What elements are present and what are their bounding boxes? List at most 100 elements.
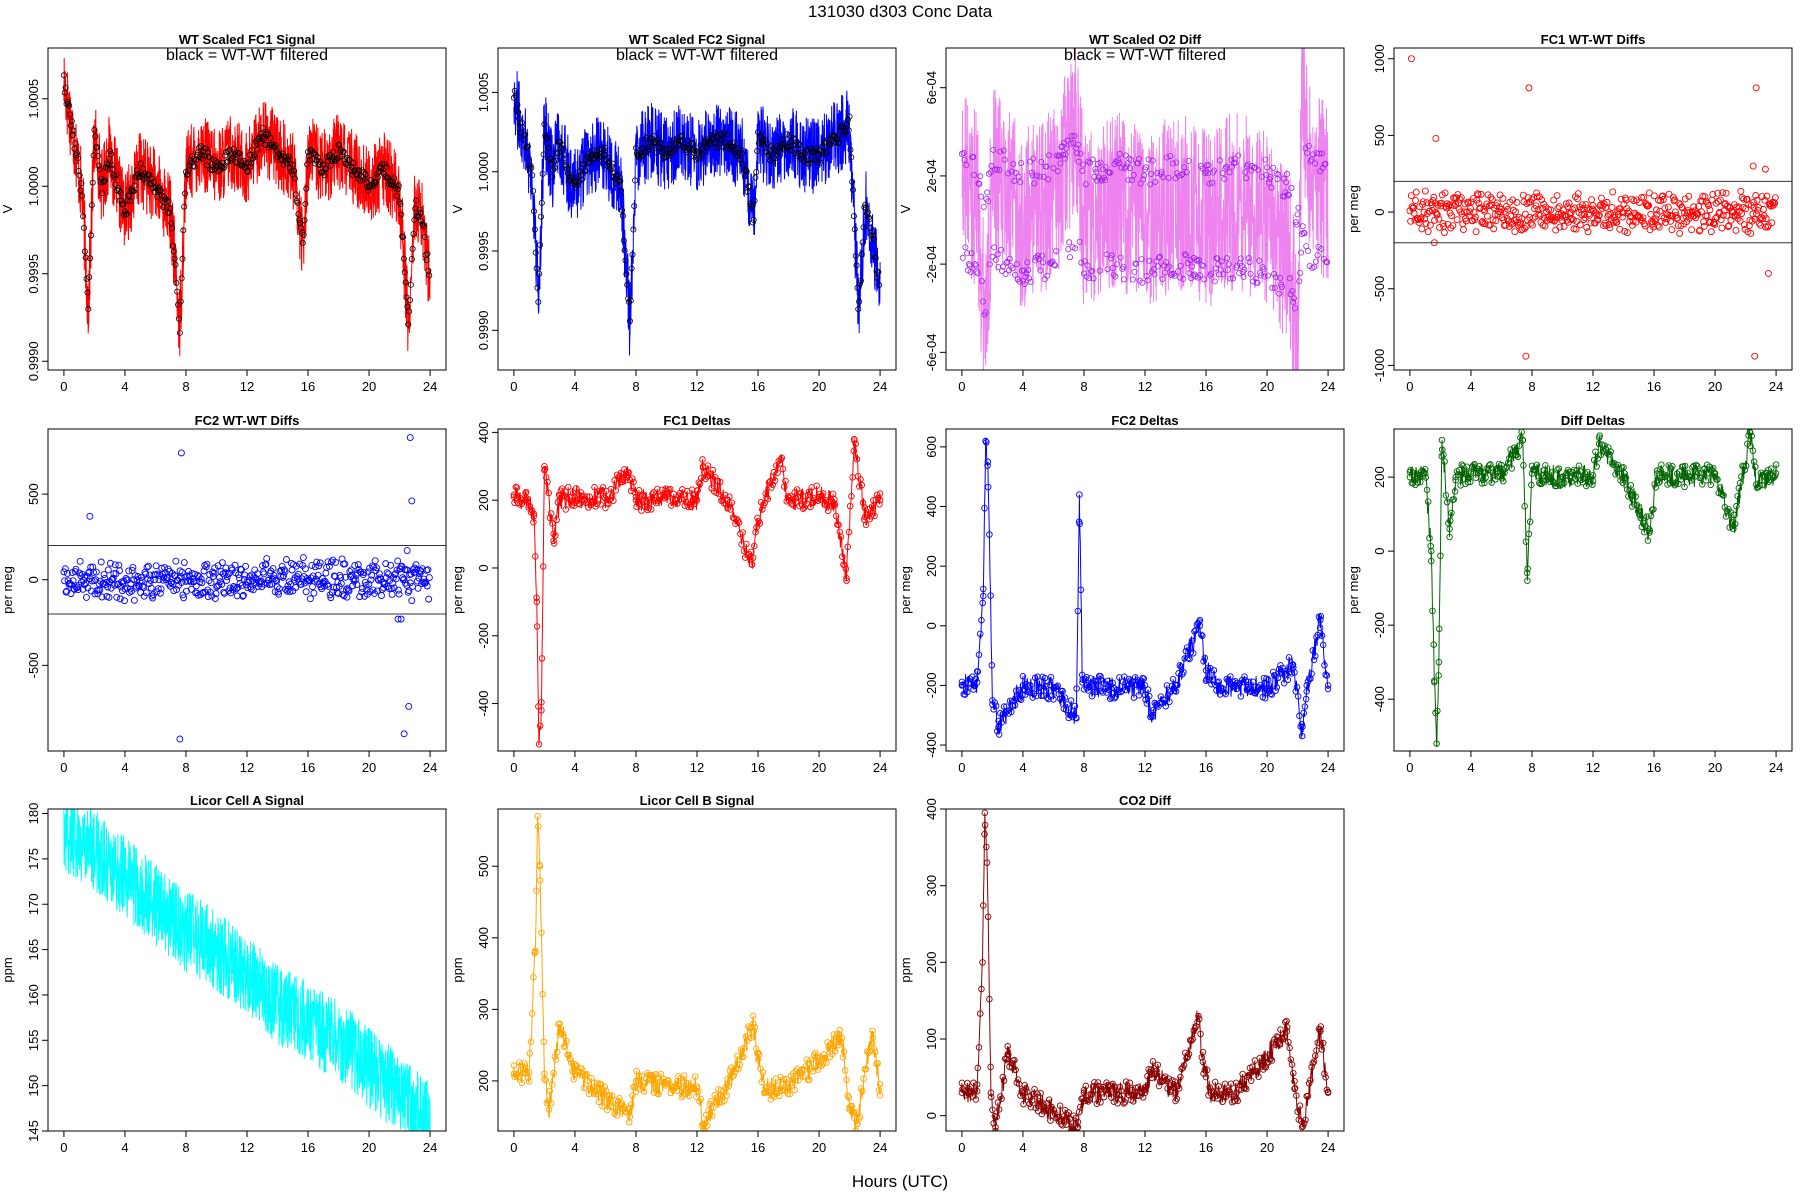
filtered-point bbox=[1072, 245, 1079, 252]
data-point bbox=[535, 823, 542, 830]
data-point bbox=[583, 493, 591, 500]
data-point bbox=[1467, 204, 1474, 212]
data-point bbox=[306, 595, 314, 603]
data-point bbox=[1574, 480, 1581, 487]
data-point bbox=[1457, 194, 1465, 201]
data-point bbox=[530, 518, 537, 526]
filtered-point bbox=[1283, 179, 1290, 186]
filtered-point bbox=[363, 179, 370, 186]
filtered-point bbox=[533, 265, 540, 272]
data-point bbox=[601, 1083, 609, 1090]
data-point bbox=[1191, 1025, 1199, 1032]
filtered-point bbox=[72, 140, 79, 147]
data-point bbox=[405, 587, 413, 595]
data-point bbox=[176, 735, 184, 743]
data-point bbox=[1019, 682, 1027, 689]
filtered-point bbox=[1271, 270, 1278, 277]
data-point bbox=[1644, 537, 1652, 544]
data-point bbox=[1283, 1028, 1291, 1035]
data-point bbox=[1719, 189, 1727, 197]
data-point bbox=[1555, 465, 1563, 472]
filtered-point bbox=[1159, 275, 1166, 282]
filtered-point bbox=[1097, 159, 1104, 166]
data-point bbox=[960, 1086, 968, 1093]
filtered-point bbox=[95, 162, 102, 169]
plot-area bbox=[63, 809, 431, 1131]
data-point bbox=[993, 1113, 1000, 1121]
filtered-point bbox=[679, 132, 686, 139]
filtered-point bbox=[1026, 158, 1033, 165]
data-point bbox=[1522, 352, 1530, 360]
data-point bbox=[1417, 215, 1424, 223]
data-point bbox=[129, 563, 137, 571]
filtered-point bbox=[299, 239, 306, 246]
filtered-point bbox=[623, 270, 630, 277]
data-point bbox=[192, 582, 200, 590]
data-point bbox=[1565, 199, 1573, 207]
data-point bbox=[1155, 703, 1162, 710]
data-point bbox=[194, 572, 202, 579]
data-point bbox=[217, 568, 225, 576]
filtered-point bbox=[766, 151, 773, 158]
data-point bbox=[82, 579, 90, 587]
data-point bbox=[1617, 195, 1625, 203]
data-point bbox=[593, 1090, 600, 1098]
data-point bbox=[349, 582, 357, 590]
data-point bbox=[748, 548, 755, 556]
filtered-point bbox=[325, 158, 332, 165]
filtered-point bbox=[694, 148, 701, 155]
data-point bbox=[764, 495, 772, 503]
x-tick-label: 24 bbox=[873, 379, 887, 394]
filtered-point bbox=[205, 153, 212, 160]
filtered-point bbox=[605, 159, 612, 166]
data-point bbox=[604, 1106, 611, 1114]
data-point bbox=[685, 1092, 693, 1100]
data-point bbox=[1250, 1067, 1257, 1075]
data-point bbox=[1185, 1050, 1193, 1058]
data-point bbox=[694, 1088, 702, 1095]
filtered-point bbox=[1096, 267, 1103, 274]
x-tick-label: 20 bbox=[1260, 760, 1274, 775]
data-point bbox=[1204, 664, 1212, 672]
data-point bbox=[1628, 195, 1636, 203]
x-tick-label: 4 bbox=[121, 1140, 128, 1155]
data-point bbox=[79, 585, 87, 593]
filtered-point bbox=[1286, 275, 1293, 282]
filtered-point bbox=[1049, 258, 1056, 265]
filtered-point bbox=[564, 166, 571, 173]
filtered-point bbox=[870, 235, 877, 242]
data-point bbox=[1093, 1100, 1101, 1107]
filtered-point bbox=[619, 207, 626, 214]
x-tick-label: 16 bbox=[1647, 760, 1661, 775]
data-point bbox=[416, 570, 423, 578]
data-point bbox=[308, 562, 316, 569]
x-tick-label: 0 bbox=[510, 760, 517, 775]
data-point bbox=[294, 575, 302, 583]
data-point bbox=[1752, 84, 1760, 92]
y-tick-label: 200 bbox=[924, 555, 939, 577]
y-tick-label: -500 bbox=[26, 652, 41, 678]
data-point bbox=[1478, 218, 1486, 226]
data-point bbox=[224, 570, 232, 578]
data-point bbox=[1257, 1060, 1265, 1067]
data-point bbox=[730, 1072, 737, 1079]
filtered-point bbox=[223, 159, 230, 166]
filtered-point bbox=[209, 167, 216, 174]
y-axis-label: per meg bbox=[898, 566, 913, 614]
filtered-point bbox=[752, 174, 759, 181]
filtered-point bbox=[1314, 252, 1321, 259]
filtered-point bbox=[749, 219, 756, 226]
data-point bbox=[1655, 223, 1663, 231]
data-point bbox=[1693, 209, 1701, 217]
data-point bbox=[400, 575, 408, 583]
data-point bbox=[1722, 189, 1730, 197]
data-point bbox=[1322, 671, 1329, 678]
data-point bbox=[712, 1098, 720, 1105]
filtered-point bbox=[1218, 258, 1225, 265]
data-point bbox=[1084, 687, 1092, 694]
data-point bbox=[1120, 1100, 1127, 1107]
data-point bbox=[836, 528, 844, 536]
data-point bbox=[1517, 219, 1524, 227]
chart-title: Licor Cell A Signal bbox=[190, 793, 304, 808]
data-point bbox=[972, 1096, 980, 1103]
